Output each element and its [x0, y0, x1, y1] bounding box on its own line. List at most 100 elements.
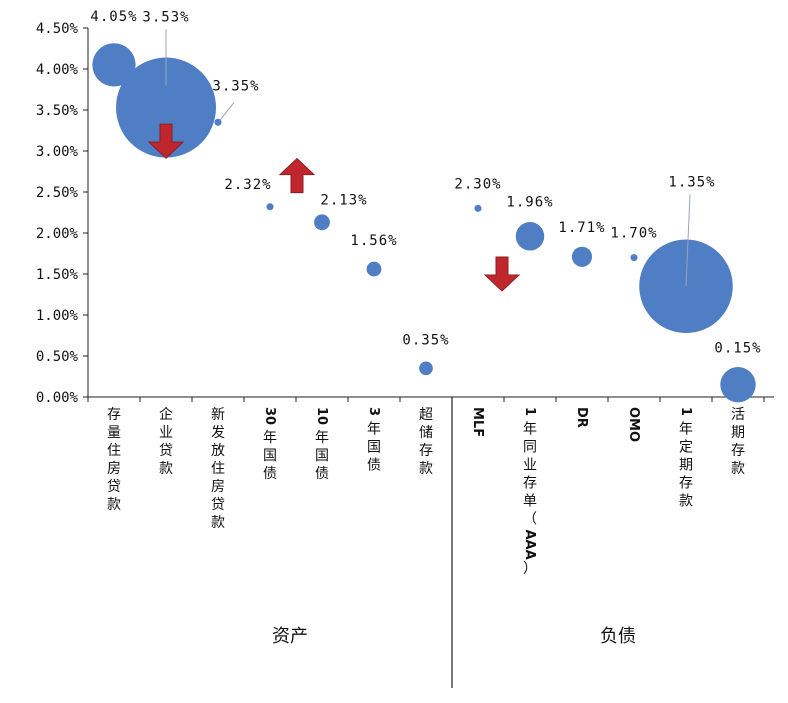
data-label: 3.35%: [212, 78, 259, 94]
data-label: 1.71%: [558, 220, 605, 236]
y-tick-label: 4.00%: [36, 62, 79, 78]
data-label: 2.13%: [320, 192, 367, 208]
leader-line: [685, 194, 691, 287]
category-label-char: 国: [367, 440, 381, 456]
category-label-char: 年: [315, 430, 329, 446]
bubble: [515, 222, 545, 251]
bubble: [314, 214, 330, 231]
category-label-char: 贷: [159, 443, 173, 459]
trend-arrow-down-icon: [483, 256, 521, 292]
category-label-char: 期: [731, 425, 745, 441]
category-label-char: 债: [263, 466, 277, 482]
data-label: 0.35%: [402, 332, 449, 348]
category-label-char: 量: [107, 425, 121, 441]
category-label-char: 单: [523, 494, 537, 510]
data-label: 1.35%: [668, 174, 715, 190]
y-tick-label: 3.50%: [36, 103, 79, 119]
data-label: 1.96%: [506, 194, 553, 210]
category-label-char: 活: [731, 407, 745, 423]
category-label: 30 年国债: [262, 407, 277, 482]
y-tick-label: 2.00%: [36, 226, 79, 242]
bubble: [92, 43, 136, 87]
category-label-char: 债: [367, 458, 381, 474]
trend-arrow-down-icon: [147, 123, 185, 159]
bubble: [366, 261, 382, 277]
category-label-char: 存: [679, 476, 693, 492]
category-label-char: 存: [107, 407, 121, 423]
category-label-char: 款: [679, 494, 693, 510]
bubble: [266, 203, 274, 211]
data-label: 1.70%: [610, 226, 657, 242]
category-label-char: 年: [523, 422, 537, 438]
trend-arrow-up-icon: [278, 157, 316, 194]
bubble: [116, 57, 216, 158]
category-label-char: 储: [419, 425, 433, 441]
category-label-char: 业: [159, 425, 173, 441]
bubbles: [92, 43, 756, 403]
leader-line: [219, 101, 235, 121]
y-tick-label: 3.00%: [36, 144, 79, 160]
bubble: [630, 254, 638, 262]
bubble: [720, 367, 756, 403]
category-label-char: 款: [211, 515, 225, 531]
category-label-latin: OMO: [626, 407, 641, 442]
category-label-latin: MLF: [470, 407, 485, 437]
category-label-char: 国: [315, 448, 329, 464]
category-label-latin: 1: [522, 407, 537, 416]
category-label-char: 住: [211, 461, 225, 477]
data-label: 2.32%: [224, 177, 271, 193]
data-label: 1.56%: [350, 233, 397, 249]
category-label-char: （: [523, 512, 537, 528]
category-label-char: 住: [107, 443, 121, 459]
data-label: 4.05%: [90, 9, 137, 25]
category-label-char: 款: [107, 497, 121, 513]
bubble: [419, 361, 433, 376]
category-label-char: 贷: [211, 497, 225, 513]
category-label-latin: 3: [366, 407, 381, 416]
data-label: 0.15%: [714, 341, 761, 357]
category-label-char: 年: [679, 422, 693, 438]
category-label-char: 期: [679, 458, 693, 474]
category-label-char: 年: [367, 422, 381, 438]
category-label: 10 年国债: [314, 407, 329, 482]
category-label: OMO: [626, 407, 641, 442]
category-label-char: 款: [731, 461, 745, 477]
data-label: 2.30%: [454, 176, 501, 192]
data-label: 3.53%: [142, 10, 189, 26]
category-label-char: 款: [159, 461, 173, 477]
category-label-char: 业: [523, 458, 537, 474]
group-label: 负债: [600, 626, 636, 647]
category-label-latin: 10: [314, 407, 329, 425]
category-label-char: 超: [419, 407, 433, 423]
data-labels: 4.05% 3.53% 3.35% 2.32% 2.13% 1.56% 0.35% 2.30%…: [90, 9, 761, 357]
category-label-char: 企: [159, 406, 173, 423]
category-label-char: 定: [679, 440, 693, 456]
category-label-char: 存: [419, 443, 433, 459]
category-label-latin: 30: [262, 407, 277, 425]
category-label-char: 放: [211, 443, 225, 459]
category-label-char: 同: [523, 440, 537, 456]
axes: 0.00% 0.50% 1.00% 1.50% 2.00% 2.50% 3.00% 3.50%…: [36, 21, 774, 688]
bubble: [571, 246, 593, 267]
y-tick-label: 0.50%: [36, 349, 79, 365]
category-label-char: 存: [523, 476, 537, 492]
y-tick-label: 4.50%: [36, 21, 79, 37]
y-tick-label: 1.00%: [36, 308, 79, 324]
y-tick-label: 2.50%: [36, 185, 79, 201]
category-label-char: 债: [315, 466, 329, 482]
category-label-char: 房: [107, 461, 121, 477]
category-label-char: 存: [731, 443, 745, 459]
category-label-char: 贷: [107, 479, 121, 495]
trend-arrows: [147, 123, 521, 292]
category-label: DR: [574, 407, 589, 428]
category-label-char: 款: [419, 461, 433, 477]
category-label-char: 年: [263, 430, 277, 446]
